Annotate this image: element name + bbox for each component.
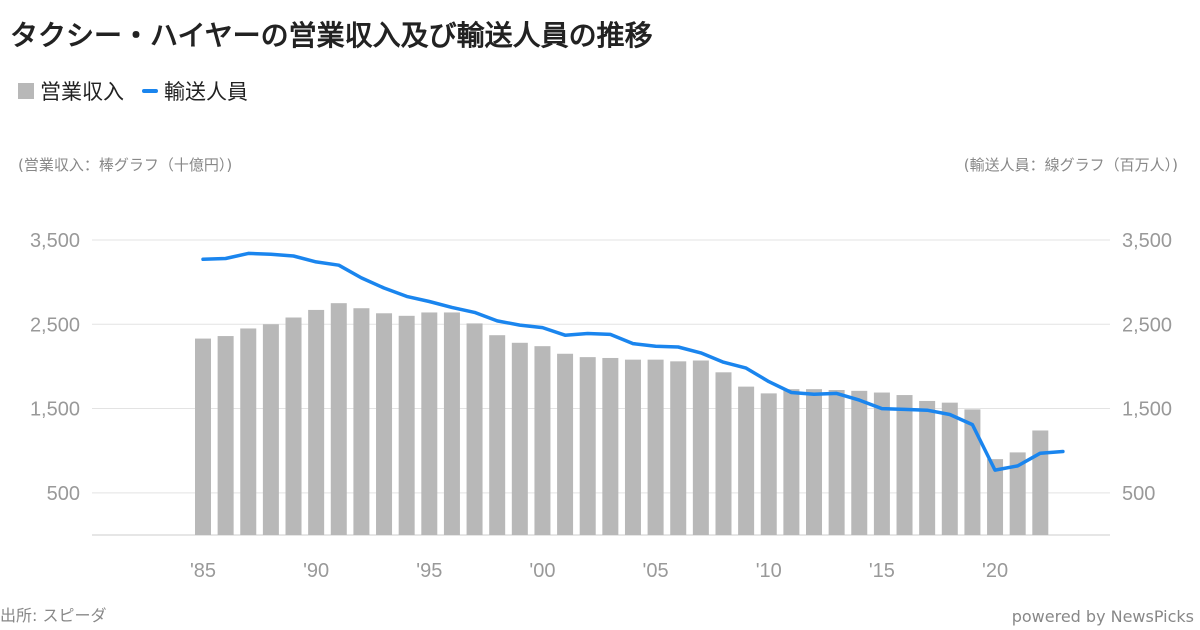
legend-swatch-line: [142, 89, 158, 93]
y-tick-label-right: 500: [1122, 483, 1155, 505]
revenue-bar: [624, 359, 641, 535]
revenue-bar: [919, 400, 936, 535]
x-tick-label: '85: [190, 560, 216, 582]
legend-label-passengers: 輸送人員: [164, 80, 248, 104]
y-tick-label-right: 3,500: [1122, 230, 1172, 252]
legend-label-revenue: 営業収入: [40, 80, 124, 104]
revenue-bar: [443, 312, 460, 535]
credit-note: powered by NewsPicks: [1011, 607, 1194, 626]
left-axis-caption: (営業収入：棒グラフ（十億円）): [18, 156, 233, 174]
legend-swatch-bar: [18, 83, 34, 99]
y-tick-label-left: 1,500: [30, 399, 80, 421]
revenue-bar: [240, 328, 257, 535]
revenue-bar: [828, 390, 845, 535]
revenue-bar: [602, 357, 619, 535]
revenue-bar: [806, 389, 823, 535]
y-tick-label-right: 1,500: [1122, 399, 1172, 421]
x-tick-label: '20: [982, 560, 1008, 582]
y-tick-label-left: 3,500: [30, 230, 80, 252]
legend-item-passengers: 輸送人員: [142, 76, 248, 106]
revenue-bar: [489, 335, 506, 535]
right-axis-caption: (輸送人員：線グラフ（百万人）): [963, 156, 1178, 174]
revenue-bar: [738, 386, 755, 535]
revenue-bar: [896, 395, 913, 535]
x-tick-label: '00: [529, 560, 555, 582]
revenue-bar: [285, 317, 302, 535]
revenue-bar: [534, 346, 551, 535]
revenue-bar: [941, 402, 958, 535]
revenue-bar: [1032, 430, 1049, 535]
revenue-bar: [466, 323, 483, 535]
revenue-bar: [783, 389, 800, 535]
revenue-bar: [376, 313, 393, 535]
legend-item-revenue: 営業収入: [18, 76, 124, 106]
revenue-bar: [579, 357, 596, 535]
x-tick-label: '15: [869, 560, 895, 582]
revenue-bar: [987, 459, 1004, 535]
revenue-bar: [760, 393, 777, 535]
revenue-bar: [692, 360, 709, 535]
revenue-bar: [670, 361, 687, 535]
source-note: 出所: スピーダ: [0, 606, 107, 625]
revenue-bar: [557, 353, 574, 535]
revenue-bar: [647, 359, 664, 535]
y-tick-label-left: 500: [47, 483, 80, 505]
legend: 営業収入 輸送人員: [18, 76, 266, 106]
revenue-bar: [308, 309, 325, 535]
revenue-bar: [217, 336, 234, 535]
revenue-bar: [421, 312, 438, 535]
revenue-bar: [511, 342, 528, 535]
revenue-bar: [964, 409, 981, 535]
passengers-line: [201, 251, 1065, 472]
x-tick-label: '95: [416, 560, 442, 582]
revenue-bar: [262, 324, 279, 535]
x-tick-label: '10: [756, 560, 782, 582]
revenue-bar: [195, 338, 211, 535]
revenue-bar: [398, 315, 415, 535]
revenue-bar: [1009, 452, 1026, 535]
x-tick-label: '05: [643, 560, 669, 582]
revenue-bar: [851, 390, 868, 535]
y-tick-label-right: 2,500: [1122, 314, 1172, 336]
x-tick-label: '90: [303, 560, 329, 582]
revenue-bar: [873, 392, 890, 535]
revenue-bar: [330, 303, 347, 535]
revenue-bar: [353, 308, 370, 535]
chart-title: タクシー・ハイヤーの営業収入及び輸送人員の推移: [10, 19, 653, 52]
revenue-bar: [715, 372, 732, 535]
y-tick-label-left: 2,500: [30, 314, 80, 336]
